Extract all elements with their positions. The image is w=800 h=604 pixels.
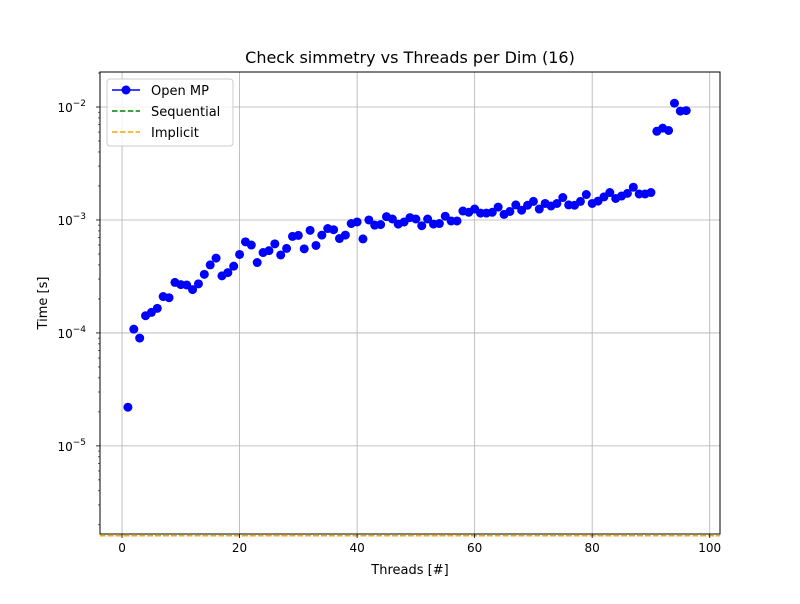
- openmp-point: [293, 230, 303, 240]
- y-tick-label-base: 10: [57, 327, 72, 341]
- openmp-point: [305, 225, 315, 235]
- openmp-point: [123, 402, 133, 412]
- openmp-point: [387, 214, 397, 224]
- y-tick-label: 10−3: [57, 212, 86, 228]
- openmp-point: [188, 285, 198, 295]
- x-tick-label: 100: [698, 541, 721, 555]
- openmp-point: [534, 204, 544, 214]
- openmp-point: [646, 188, 656, 198]
- openmp-point: [129, 324, 139, 334]
- openmp-point: [252, 258, 262, 268]
- openmp-point: [669, 98, 679, 108]
- openmp-point: [376, 220, 386, 230]
- legend: Open MP Sequential Implicit: [106, 78, 234, 147]
- openmp-point: [581, 190, 591, 200]
- y-tick-label-base: 10: [57, 101, 72, 115]
- grid: [100, 72, 720, 534]
- openmp-point: [152, 303, 162, 313]
- y-tick-label-exponent: −5: [73, 438, 86, 448]
- legend-openmp-label: Open MP: [151, 84, 209, 99]
- openmp-point: [276, 250, 286, 260]
- openmp-point: [229, 261, 239, 271]
- y-tick-label-exponent: −2: [73, 99, 86, 109]
- openmp-point: [628, 182, 638, 192]
- x-tick-label: 0: [118, 541, 126, 555]
- y-tick-label-exponent: −3: [73, 212, 86, 222]
- y-axis-label: Time [s]: [36, 277, 51, 331]
- openmp-point: [340, 230, 350, 240]
- y-tick-label-base: 10: [57, 214, 72, 228]
- openmp-point: [487, 207, 497, 217]
- openmp-point: [270, 239, 280, 249]
- y-tick-label: 10−2: [57, 99, 86, 115]
- openmp-point: [193, 279, 203, 289]
- openmp-point: [317, 230, 327, 240]
- y-tick-label: 10−4: [57, 325, 86, 341]
- plot-data: [100, 98, 720, 537]
- x-tick-label: 40: [349, 541, 364, 555]
- x-axis-label: Threads [#]: [370, 563, 448, 578]
- openmp-point: [211, 253, 221, 263]
- openmp-point: [552, 198, 562, 208]
- openmp-point: [282, 243, 292, 253]
- openmp-point: [264, 246, 274, 256]
- openmp-point: [199, 269, 209, 279]
- y-tick-label-exponent: −4: [73, 325, 87, 335]
- openmp-point: [358, 234, 368, 244]
- legend-implicit-label: Implicit: [151, 126, 199, 141]
- openmp-point: [223, 268, 233, 278]
- openmp-point: [505, 206, 515, 216]
- openmp-point: [605, 188, 615, 198]
- openmp-point: [352, 217, 362, 227]
- chart-title: Check simmetry vs Threads per Dim (16): [245, 48, 575, 67]
- x-tick-label: 60: [467, 541, 482, 555]
- openmp-point: [311, 240, 321, 250]
- openmp-point: [622, 188, 632, 198]
- legend-sequential-label: Sequential: [151, 105, 220, 120]
- openmp-point: [681, 106, 691, 116]
- openmp-point: [664, 125, 674, 135]
- openmp-point: [299, 244, 309, 254]
- openmp-point: [452, 216, 462, 226]
- openmp-point: [575, 196, 585, 206]
- openmp-point: [329, 225, 339, 235]
- openmp-point: [417, 221, 427, 231]
- openmp-point: [423, 214, 433, 224]
- openmp-point: [364, 215, 374, 225]
- openmp-point: [164, 293, 174, 303]
- openmp-point: [205, 260, 215, 270]
- openmp-point: [411, 214, 421, 224]
- openmp-point: [511, 200, 521, 210]
- x-tick-label: 80: [585, 541, 600, 555]
- openmp-point: [493, 202, 503, 212]
- plot-frame: [99, 71, 721, 535]
- x-tick-label: 20: [232, 541, 247, 555]
- openmp-point: [434, 219, 444, 229]
- openmp-point: [135, 333, 145, 343]
- y-tick-label-base: 10: [57, 440, 72, 454]
- openmp-point: [528, 196, 538, 206]
- openmp-point: [235, 249, 245, 259]
- openmp-point: [246, 240, 256, 250]
- legend-box: [106, 78, 234, 147]
- legend-openmp-marker: [121, 85, 131, 95]
- y-tick-label: 10−5: [57, 438, 86, 454]
- openmp-point: [517, 205, 527, 215]
- openmp-point: [558, 193, 568, 203]
